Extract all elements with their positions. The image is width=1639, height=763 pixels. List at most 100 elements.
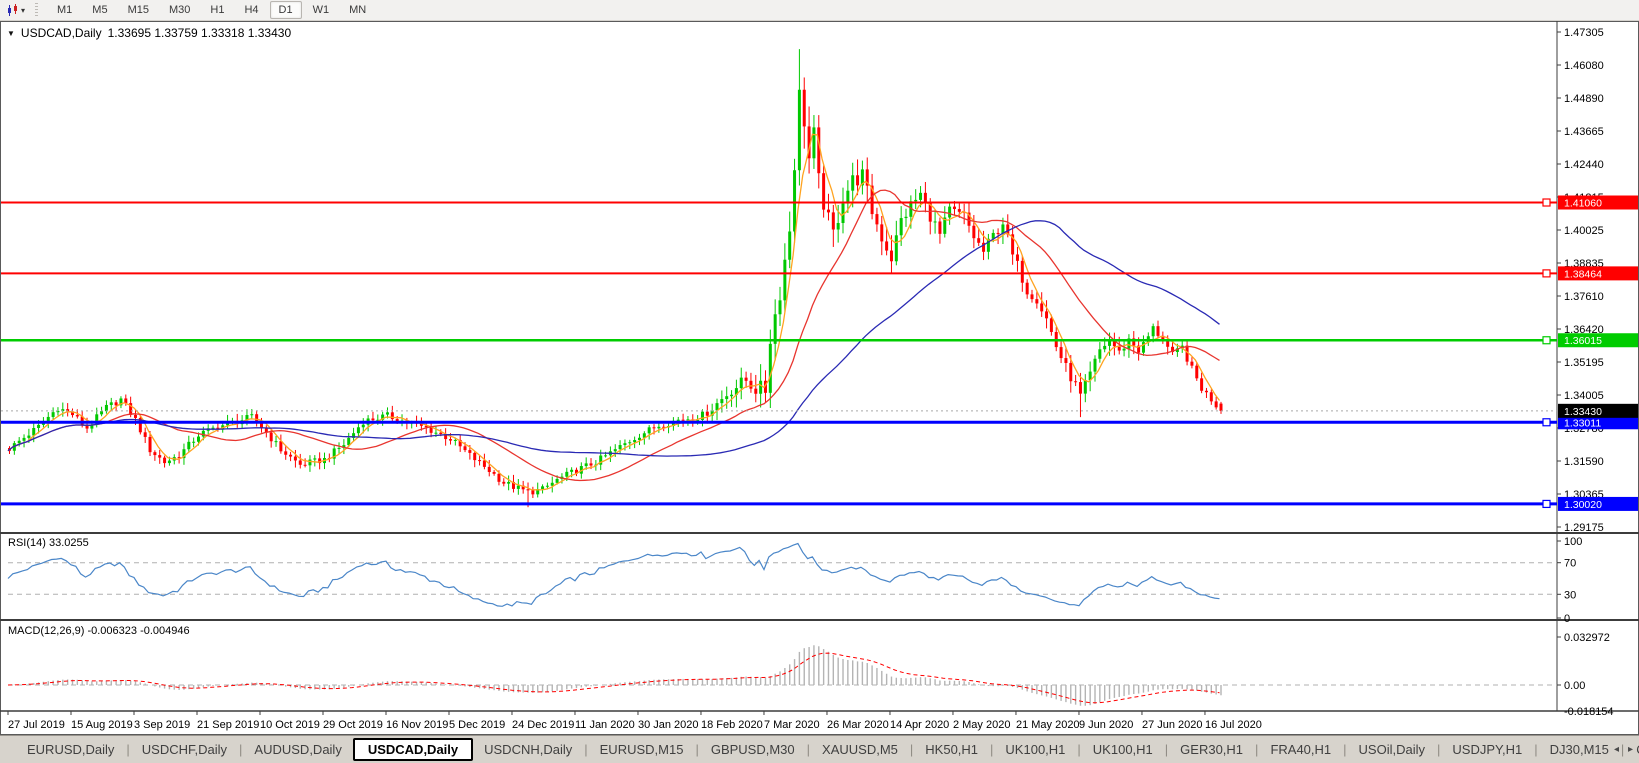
tab-fra40-h1[interactable]: FRA40,H1 xyxy=(1270,742,1332,757)
tab-eurusd-m15[interactable]: EURUSD,M15 xyxy=(599,742,684,757)
price-tick-label: 1.34005 xyxy=(1564,390,1604,402)
candle-body xyxy=(749,380,753,389)
candle-body xyxy=(158,455,162,458)
candle-body xyxy=(196,436,200,442)
candle-body xyxy=(453,439,457,441)
candle-body xyxy=(192,441,196,443)
tab-hk50-h1[interactable]: HK50,H1 xyxy=(925,742,979,757)
chart-tabs: EURUSD,Daily | USDCHF,Daily | AUDUSD,Daily US… xyxy=(16,738,1639,761)
candle-body xyxy=(589,463,593,466)
price-tick-label: 1.44890 xyxy=(1564,93,1604,105)
candle-body xyxy=(429,427,433,433)
candle-body xyxy=(972,225,976,239)
tab-separator: | xyxy=(806,742,811,757)
hline-handle[interactable] xyxy=(1542,336,1551,345)
candle-body xyxy=(507,481,511,484)
timeframe-button-h1[interactable]: H1 xyxy=(210,4,225,16)
timeframe-button-h4[interactable]: H4 xyxy=(244,4,259,16)
tab-dj30-m15[interactable]: DJ30,M15 xyxy=(1549,742,1609,757)
candle-body xyxy=(187,441,191,450)
candle-body xyxy=(889,250,893,262)
price-tick-label: 1.46080 xyxy=(1564,60,1604,72)
chart-canvas[interactable]: 1.473051.460801.448901.436651.424401.412… xyxy=(0,21,1639,735)
tab-eurusd-daily[interactable]: EURUSD,Daily xyxy=(27,742,115,757)
tab-usdjpy-h1[interactable]: USDJPY,H1 xyxy=(1452,742,1523,757)
hline-handle[interactable] xyxy=(1542,499,1551,509)
hline-handle[interactable] xyxy=(1542,269,1551,278)
date-label: 30 Jan 2020 xyxy=(638,719,699,731)
chart-tool-button[interactable]: ▾ xyxy=(0,3,30,18)
candle-body xyxy=(584,463,588,467)
hline-price-box-label: 1.38464 xyxy=(1564,268,1602,280)
macd-indicator-label: MACD(12,26,9) -0.006323 -0.004946 xyxy=(8,625,190,637)
candle-body xyxy=(555,478,559,483)
timeframe-button-m15[interactable]: M15 xyxy=(127,4,149,16)
candle-body xyxy=(347,437,351,446)
candle-body xyxy=(1020,260,1024,283)
candle-body xyxy=(318,458,322,464)
tab-uk100-h1[interactable]: UK100,H1 xyxy=(1092,742,1153,757)
candle-body xyxy=(633,440,637,443)
tab-audusd-daily[interactable]: AUDUSD,Daily xyxy=(254,742,342,757)
timeframe-button-d1[interactable]: D1 xyxy=(269,1,302,19)
tab-gbpusd-m30[interactable]: GBPUSD,M30 xyxy=(710,742,795,757)
candle-body xyxy=(250,414,254,416)
candle-body xyxy=(143,432,147,437)
candle-body xyxy=(1137,345,1141,353)
timeframe-button-m1[interactable]: M1 xyxy=(57,4,73,16)
tab-china300-h4[interactable]: CHINA300,H4 xyxy=(1625,739,1639,760)
price-tick-label: 1.47305 xyxy=(1564,27,1604,39)
hline-price-box-label: 1.36015 xyxy=(1564,335,1602,347)
tab-separator: | xyxy=(584,742,588,757)
candle-body xyxy=(856,175,860,186)
hline-handle[interactable] xyxy=(1542,198,1551,207)
tab-usdcnh-daily[interactable]: USDCNH,Daily xyxy=(484,742,573,757)
candle-body xyxy=(642,433,646,438)
price-tick-label: 1.42440 xyxy=(1564,159,1604,171)
candle-body xyxy=(1200,378,1204,391)
candle-body xyxy=(1219,403,1223,411)
rsi-indicator-label: RSI(14) 33.0255 xyxy=(8,537,89,549)
tab-usoil-daily[interactable]: USOil,Daily xyxy=(1358,742,1425,757)
candle-body xyxy=(182,449,186,459)
candle-body xyxy=(1185,345,1189,362)
candle-body xyxy=(439,432,443,434)
tab-xauusd-m5[interactable]: XAUUSD,M5 xyxy=(822,742,898,757)
tab-usdcad-daily[interactable]: USDCAD,Daily xyxy=(352,738,474,761)
timeframe-button-m30[interactable]: M30 xyxy=(168,4,191,16)
candle-body xyxy=(371,418,375,421)
candle-body xyxy=(657,426,661,429)
timeframe-button-w1[interactable]: W1 xyxy=(312,4,330,16)
tab-scroll-left-icon[interactable]: ◂ xyxy=(1613,744,1619,755)
price-tick-label: 1.37610 xyxy=(1564,291,1604,303)
timeframe-button-mn[interactable]: MN xyxy=(349,4,367,16)
tab-uk100-h1[interactable]: UK100,H1 xyxy=(1005,742,1066,757)
chart-window[interactable]: 1.473051.460801.448901.436651.424401.412… xyxy=(0,21,1639,735)
candle-body xyxy=(1011,234,1015,255)
macd-layer xyxy=(7,645,1222,706)
collapse-arrow-icon[interactable]: ▼ xyxy=(7,28,15,38)
tab-separator: | xyxy=(1620,742,1625,757)
hline-handle[interactable] xyxy=(1542,418,1551,427)
tab-scroll-right-icon[interactable]: ▸ xyxy=(1627,744,1633,755)
candle-body xyxy=(676,419,680,421)
tab-ger30-h1[interactable]: GER30,H1 xyxy=(1180,742,1244,757)
candle-body xyxy=(1214,401,1218,408)
candle-body xyxy=(618,445,622,450)
candle-body xyxy=(75,415,79,417)
tab-separator: | xyxy=(1164,742,1169,757)
ma-line-slow xyxy=(7,220,1220,457)
candle-body xyxy=(1103,345,1107,350)
candle-body xyxy=(696,419,700,421)
candle-body xyxy=(662,426,666,428)
hline-price-box-label: 1.33011 xyxy=(1564,417,1601,429)
candle-body xyxy=(497,473,501,482)
tab-usdchf-daily[interactable]: USDCHF,Daily xyxy=(141,742,228,757)
timeframe-button-m5[interactable]: M5 xyxy=(92,4,108,16)
price-tick-label: 1.35195 xyxy=(1564,357,1604,369)
candle-body xyxy=(1156,326,1160,336)
date-label: 15 Aug 2019 xyxy=(71,719,133,731)
candle-body xyxy=(482,460,486,467)
candle-body xyxy=(356,427,360,434)
toolbar-drag-handle[interactable] xyxy=(34,2,40,18)
